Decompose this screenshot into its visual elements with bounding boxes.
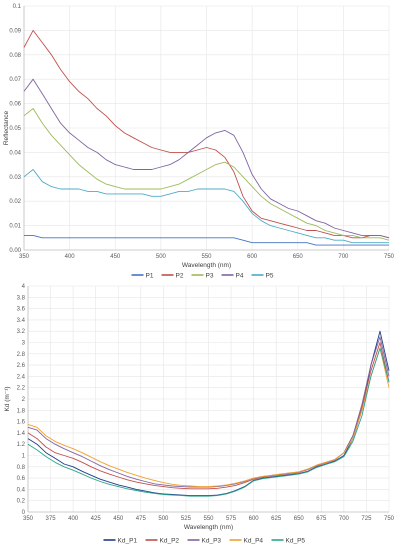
chart1-xtick-label: 350 bbox=[19, 254, 30, 260]
chart1-ytick-label: 0.1 bbox=[13, 4, 22, 10]
chart2-legend-label-Kd_P4: Kd_P4 bbox=[244, 537, 264, 544]
chart1-xtick-label: 550 bbox=[201, 254, 212, 260]
chart2-xtick-label: 350 bbox=[23, 516, 34, 522]
chart1-ytick-label: 0.02 bbox=[9, 199, 21, 205]
chart1-ytick-label: 0.07 bbox=[9, 77, 21, 83]
chart2-ytick-label: 0.8 bbox=[17, 465, 26, 471]
chart2-xtick-label: 750 bbox=[384, 516, 395, 522]
chart2-xtick-label: 500 bbox=[158, 516, 169, 522]
chart2-series-Kd_P1 bbox=[27, 330, 390, 497]
chart2-ytick-label: 1.4 bbox=[17, 431, 26, 437]
chart2-series-Kd_P4 bbox=[27, 347, 390, 488]
chart2-xtick-label: 600 bbox=[249, 516, 260, 522]
chart2-xtick-label: 575 bbox=[226, 516, 237, 522]
chart2-ytick-label: 2.2 bbox=[17, 386, 26, 392]
chart2-ytick-label: 1.8 bbox=[17, 408, 26, 414]
chart2-ytick-label: 2.4 bbox=[17, 374, 26, 380]
chart2-ytick-label: 3.4 bbox=[17, 318, 26, 324]
chart1-xtick-label: 700 bbox=[338, 254, 349, 260]
chart1-legend-label-P3: P3 bbox=[206, 272, 214, 279]
chart2-xtick-label: 400 bbox=[68, 516, 79, 522]
chart1-y-axis-label: Reflectance bbox=[3, 110, 10, 145]
chart2-xtick-label: 650 bbox=[294, 516, 305, 522]
chart2-xtick-label: 700 bbox=[339, 516, 350, 522]
chart1-legend-label-P4: P4 bbox=[236, 272, 244, 279]
chart1-legend-label-P5: P5 bbox=[266, 272, 274, 279]
chart1-legend-label-P1: P1 bbox=[146, 272, 154, 279]
chart1-ytick-label: 0.09 bbox=[9, 28, 21, 34]
chart2-legend-label-Kd_P3: Kd_P3 bbox=[202, 537, 222, 544]
chart2-legend-label-Kd_P1: Kd_P1 bbox=[118, 537, 138, 544]
chart2-xtick-label: 375 bbox=[46, 516, 57, 522]
chart2-ytick-label: 2.8 bbox=[17, 352, 26, 358]
chart2-ytick-label: 1.6 bbox=[17, 420, 26, 426]
chart2-xtick-label: 525 bbox=[181, 516, 192, 522]
chart1-xtick-label: 500 bbox=[156, 254, 167, 260]
chart1-xtick-label: 600 bbox=[247, 254, 258, 260]
chart1-series-P1 bbox=[24, 234, 389, 246]
chart2-ytick-label: 0.2 bbox=[17, 499, 26, 505]
chart2-ytick-label: 2 bbox=[22, 397, 26, 403]
chart2-series-Kd_P2 bbox=[27, 342, 390, 490]
chart2-xtick-label: 475 bbox=[136, 516, 147, 522]
chart2-xtick-label: 450 bbox=[113, 516, 124, 522]
chart1-x-axis-label: Wavelength (nm) bbox=[182, 262, 231, 269]
chart1-ytick-label: 0.01 bbox=[9, 224, 21, 230]
chart2-ytick-label: 4 bbox=[22, 284, 26, 290]
chart1-ytick-label: 0.05 bbox=[9, 126, 21, 132]
chart1-xtick-label: 650 bbox=[293, 254, 304, 260]
chart1-xtick-label: 450 bbox=[110, 254, 121, 260]
chart1-series-P4 bbox=[23, 78, 390, 239]
chart1-series-P5 bbox=[23, 169, 389, 244]
chart1-ytick-label: 0.00 bbox=[9, 248, 21, 254]
chart2-ytick-label: 0.4 bbox=[17, 487, 26, 493]
chart2-ytick-label: 3.6 bbox=[17, 307, 26, 313]
chart2-xtick-label: 550 bbox=[203, 516, 214, 522]
chart2-ytick-label: 3 bbox=[22, 341, 26, 347]
chart2-ytick-label: 0 bbox=[22, 510, 26, 516]
chart2-xtick-label: 725 bbox=[361, 516, 372, 522]
chart1-ytick-label: 0.08 bbox=[9, 53, 21, 59]
chart1-ytick-label: 0.06 bbox=[9, 102, 21, 108]
chart2-ytick-label: 1.2 bbox=[17, 442, 26, 448]
chart1-xtick-label: 400 bbox=[65, 254, 76, 260]
chart2-legend-label-Kd_P2: Kd_P2 bbox=[160, 537, 180, 544]
chart2-xtick-label: 625 bbox=[271, 516, 282, 522]
chart1-series-P2 bbox=[23, 29, 390, 239]
chart1-ytick-label: 0.04 bbox=[9, 150, 21, 156]
chart2-ytick-label: 0.6 bbox=[17, 476, 26, 482]
chart1-series-P3 bbox=[23, 108, 390, 241]
chart2-ytick-label: 3.8 bbox=[17, 295, 26, 301]
chart2-y-axis-label: Kd (m⁻¹) bbox=[4, 386, 11, 411]
chart2-x-axis-label: Wavelength (nm) bbox=[184, 524, 233, 531]
chart2-ytick-label: 2.6 bbox=[17, 363, 26, 369]
chart2-series-Kd_P5 bbox=[27, 347, 390, 497]
chart1-ytick-label: 0.03 bbox=[9, 175, 21, 181]
chart1-xtick-label: 750 bbox=[384, 254, 395, 260]
chart2-legend-label-Kd_P5: Kd_P5 bbox=[286, 537, 306, 544]
chart2-ytick-label: 1 bbox=[22, 454, 26, 460]
chart2-ytick-label: 3.2 bbox=[17, 329, 26, 335]
chart2-xtick-label: 425 bbox=[91, 516, 102, 522]
chart2-xtick-label: 675 bbox=[316, 516, 327, 522]
chart1-legend-label-P2: P2 bbox=[176, 272, 184, 279]
